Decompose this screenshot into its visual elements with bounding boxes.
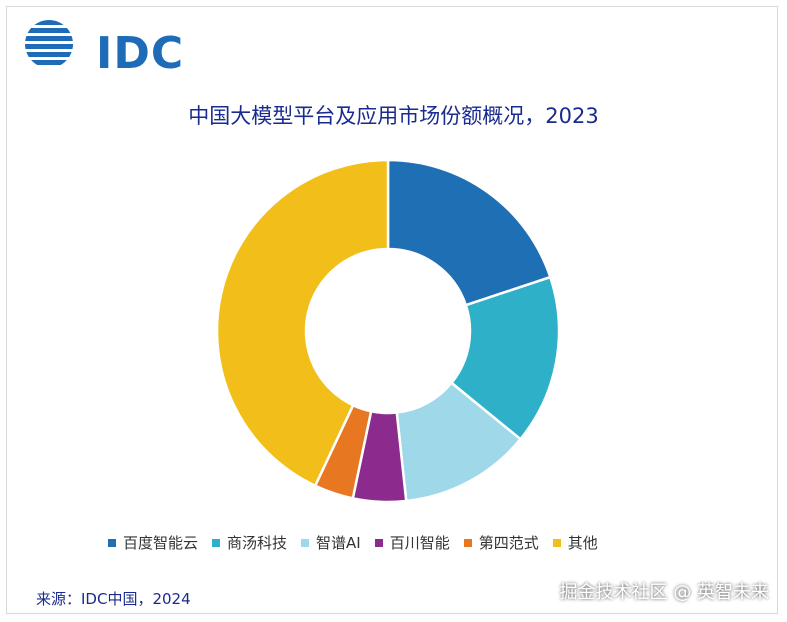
chart-legend: 百度智能云 商汤科技 智谱AI 百川智能 第四范式 其他 — [108, 532, 612, 553]
legend-swatch — [463, 538, 472, 547]
legend-item-2: 智谱AI — [301, 532, 361, 553]
legend-label: 商汤科技 — [227, 534, 288, 552]
globe-icon — [25, 20, 73, 65]
logo-text: IDC — [96, 28, 185, 79]
legend-label: 其他 — [567, 534, 598, 552]
chart-title: 中国大模型平台及应用市场份额概况，2023 — [188, 104, 599, 128]
idc-logo: IDC — [22, 16, 192, 76]
slice-1 — [449, 275, 561, 441]
legend-swatch — [301, 538, 310, 547]
legend-item-1: 商汤科技 — [212, 532, 287, 553]
watermark: 掘金技术社区 @ 英智未来 — [559, 582, 769, 603]
legend-label: 智谱AI — [316, 534, 361, 552]
legend-swatch — [108, 538, 116, 547]
legend-label: 百川智能 — [389, 534, 450, 552]
legend-swatch — [552, 538, 561, 547]
legend-item-0: 百度智能云 — [108, 532, 198, 553]
legend-label: 百度智能云 — [123, 534, 199, 552]
source-note: 来源：IDC中国，2024 — [36, 590, 191, 608]
slice-5 — [215, 158, 390, 488]
legend-item-3: 百川智能 — [374, 532, 450, 553]
legend-swatch — [374, 538, 383, 547]
slice-0 — [386, 158, 552, 307]
legend-label: 第四范式 — [478, 534, 539, 552]
legend-swatch — [212, 538, 221, 547]
chart-frame — [6, 6, 778, 614]
legend-item-4: 第四范式 — [463, 532, 539, 553]
legend-item-5: 其他 — [552, 532, 598, 553]
